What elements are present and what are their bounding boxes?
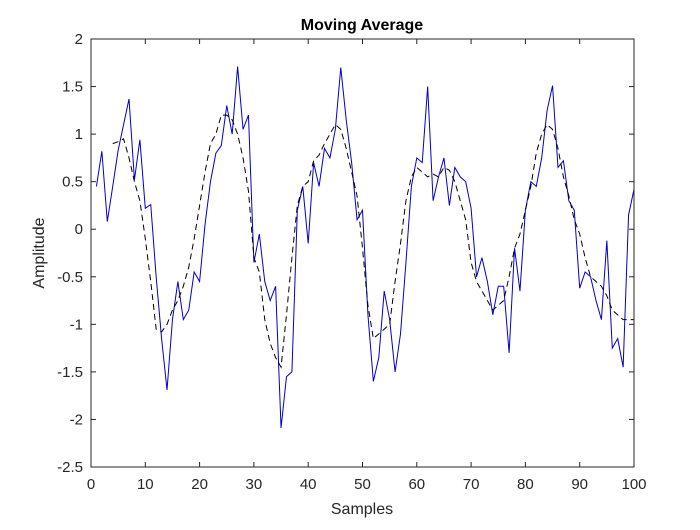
- chart-title: Moving Average: [301, 17, 424, 34]
- x-tick-label: 70: [463, 476, 480, 493]
- y-tick-label: 0.5: [62, 174, 83, 191]
- x-tick-label: 10: [137, 476, 154, 493]
- x-tick-label: 40: [300, 476, 317, 493]
- y-tick-label: 2: [75, 31, 83, 48]
- x-tick-label: 0: [87, 476, 95, 493]
- y-tick-label: 1.5: [62, 79, 83, 96]
- x-tick-label: 100: [621, 476, 646, 493]
- series-line-1: [95, 66, 635, 429]
- x-tick-label: 50: [354, 476, 371, 493]
- y-axis-ticks: -2.5 -2 -1.5 -1 -0.5 0 0.5 1 1.5 2: [57, 31, 634, 476]
- y-tick-label: -2.5: [57, 459, 83, 476]
- x-tick-label: 80: [517, 476, 534, 493]
- y-tick-label: -1.5: [57, 364, 83, 381]
- x-tick-label: 20: [191, 476, 208, 493]
- y-axis-label: Amplitude: [31, 217, 48, 288]
- series-layer: [95, 66, 635, 429]
- y-tick-label: -1: [70, 316, 83, 333]
- y-tick-label: 0: [75, 221, 83, 238]
- x-tick-label: 90: [571, 476, 588, 493]
- x-axis-ticks: 0 10 20 30 40 50 60 70 80 90 100: [87, 39, 647, 493]
- x-tick-label: 30: [246, 476, 263, 493]
- y-tick-label: -2: [70, 411, 83, 428]
- x-tick-label: 60: [408, 476, 425, 493]
- y-tick-label: 1: [75, 126, 83, 143]
- series-line-2: [112, 114, 634, 369]
- y-tick-label: -0.5: [57, 269, 83, 286]
- x-axis-label: Samples: [331, 501, 393, 518]
